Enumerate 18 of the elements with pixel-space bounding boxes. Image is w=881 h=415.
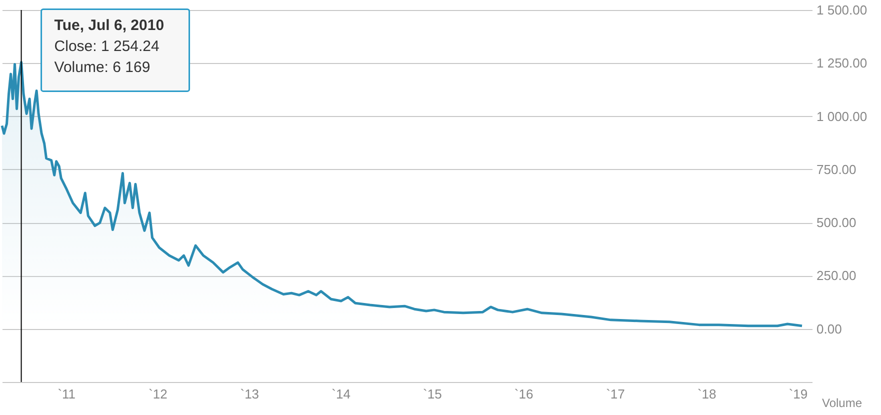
annotation: Tue, Jul 6, 2010 Close: 1 254.24 Volume: 6 169 <box>54 17 164 76</box>
y-tick-label: 1 000.00 <box>816 108 868 124</box>
x-tick-label: `19 <box>788 386 808 402</box>
y-tick-label: 1 500.00 <box>816 2 868 18</box>
x-tick-label: `17 <box>606 386 625 402</box>
x-tick-label: `18 <box>697 386 716 402</box>
x-tick-label: `15 <box>423 386 442 402</box>
x-tick-label: `11 <box>58 386 76 402</box>
x-tick-label: `12 <box>148 386 168 402</box>
y-tick-label: 250.00 <box>816 268 856 284</box>
y-tick-label: 500.00 <box>816 215 856 230</box>
y-tick-label: 0.00 <box>816 321 842 336</box>
x-tick-label: `16 <box>514 386 534 402</box>
y-tick-label: 750.00 <box>816 162 856 177</box>
text: Volume <box>822 396 862 410</box>
x-tick-label: `13 <box>240 386 260 402</box>
y-tick-label: 1 250.00 <box>816 56 868 71</box>
x-tick-label: `14 <box>332 386 350 402</box>
